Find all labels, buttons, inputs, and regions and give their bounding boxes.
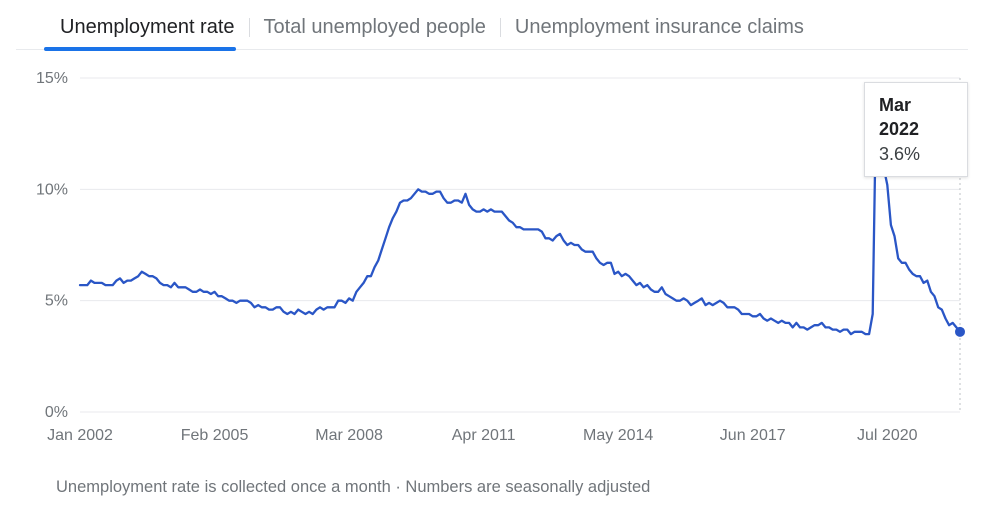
unemployment-line-chart[interactable]: 0% 5% 10% 15% Jan 2002 Feb 2005 Mar 2008 Apr 20… <box>16 72 968 452</box>
svg-text:Jun 2017: Jun 2017 <box>720 427 786 444</box>
svg-text:Feb 2005: Feb 2005 <box>181 427 249 444</box>
tab-unemployment-insurance-claims[interactable]: Unemployment insurance claims <box>501 12 818 49</box>
svg-text:10%: 10% <box>36 181 68 198</box>
svg-text:Jul 2020: Jul 2020 <box>857 427 918 444</box>
svg-text:Apr 2011: Apr 2011 <box>452 427 516 444</box>
svg-text:Mar 2008: Mar 2008 <box>315 427 383 444</box>
tabs: Unemployment rate Total unemployed peopl… <box>16 12 968 49</box>
svg-text:May 2014: May 2014 <box>583 427 653 444</box>
chart-area: 0% 5% 10% 15% Jan 2002 Feb 2005 Mar 2008 Apr 20… <box>16 72 968 452</box>
tooltip-value: 3.6% <box>879 142 953 166</box>
tab-unemployment-rate[interactable]: Unemployment rate <box>46 12 249 49</box>
svg-text:15%: 15% <box>36 72 68 87</box>
tab-total-unemployed-people[interactable]: Total unemployed people <box>250 12 500 49</box>
svg-text:0%: 0% <box>45 404 68 421</box>
chart-tooltip: Mar 2022 3.6% <box>864 82 968 177</box>
footer-note: Unemployment rate is collected once a mo… <box>16 452 968 497</box>
tooltip-label: Mar 2022 <box>879 93 953 142</box>
svg-text:Jan 2002: Jan 2002 <box>47 427 113 444</box>
svg-text:5%: 5% <box>45 293 68 310</box>
active-tab-indicator <box>44 47 236 51</box>
